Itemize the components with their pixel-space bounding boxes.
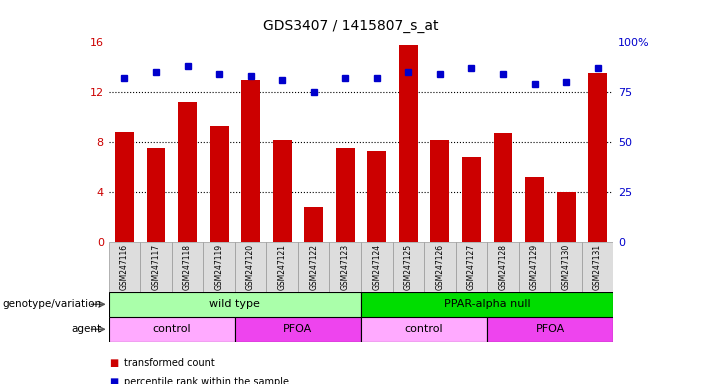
Bar [430,140,449,242]
Bar [241,80,260,242]
Bar [115,132,134,242]
Bar [304,207,323,242]
Text: GSM247122: GSM247122 [309,244,318,290]
Bar [178,102,197,242]
Bar [298,242,329,292]
Text: GSM247125: GSM247125 [404,244,413,290]
Bar [367,151,386,242]
Text: wild type: wild type [210,299,260,310]
Bar [273,140,292,242]
Text: control: control [152,324,191,334]
Text: genotype/variation: genotype/variation [3,299,102,310]
Bar [336,148,355,242]
Text: GSM247118: GSM247118 [183,244,192,290]
Bar [519,242,550,292]
Text: GSM247126: GSM247126 [435,244,444,290]
Bar [172,242,203,292]
Bar [494,133,512,242]
Text: GSM247123: GSM247123 [341,244,350,290]
Bar [266,242,298,292]
Bar [525,177,544,242]
Text: GSM247120: GSM247120 [246,244,255,290]
Text: GDS3407 / 1415807_s_at: GDS3407 / 1415807_s_at [263,19,438,33]
Bar [456,242,487,292]
Text: GSM247127: GSM247127 [467,244,476,290]
Bar [487,317,613,342]
Text: PPAR-alpha null: PPAR-alpha null [444,299,531,310]
Text: GSM247128: GSM247128 [498,244,508,290]
Bar [557,192,576,242]
Text: control: control [404,324,444,334]
Text: agent: agent [72,324,102,334]
Bar [109,317,235,342]
Text: PFOA: PFOA [283,324,313,334]
Bar [361,292,613,317]
Bar [462,157,481,242]
Bar [588,73,607,242]
Text: ■: ■ [109,358,118,368]
Text: GSM247117: GSM247117 [151,244,161,290]
Bar [329,242,361,292]
Bar [235,317,361,342]
Bar [361,242,393,292]
Bar [393,242,424,292]
Text: ■: ■ [109,377,118,384]
Text: percentile rank within the sample: percentile rank within the sample [124,377,289,384]
Bar [399,45,418,242]
Text: GSM247124: GSM247124 [372,244,381,290]
Text: PFOA: PFOA [536,324,565,334]
Text: GSM247131: GSM247131 [593,244,602,290]
Bar [140,242,172,292]
Bar [424,242,456,292]
Text: GSM247119: GSM247119 [215,244,224,290]
Text: GSM247129: GSM247129 [530,244,539,290]
Bar [487,242,519,292]
Bar [582,242,613,292]
Text: GSM247116: GSM247116 [120,244,129,290]
Bar [235,242,266,292]
Bar [550,242,582,292]
Bar [203,242,235,292]
Bar [210,126,229,242]
Bar [147,148,165,242]
Bar [109,292,361,317]
Text: GSM247121: GSM247121 [278,244,287,290]
Text: GSM247130: GSM247130 [562,244,571,290]
Bar [361,317,487,342]
Text: transformed count: transformed count [124,358,215,368]
Bar [109,242,140,292]
